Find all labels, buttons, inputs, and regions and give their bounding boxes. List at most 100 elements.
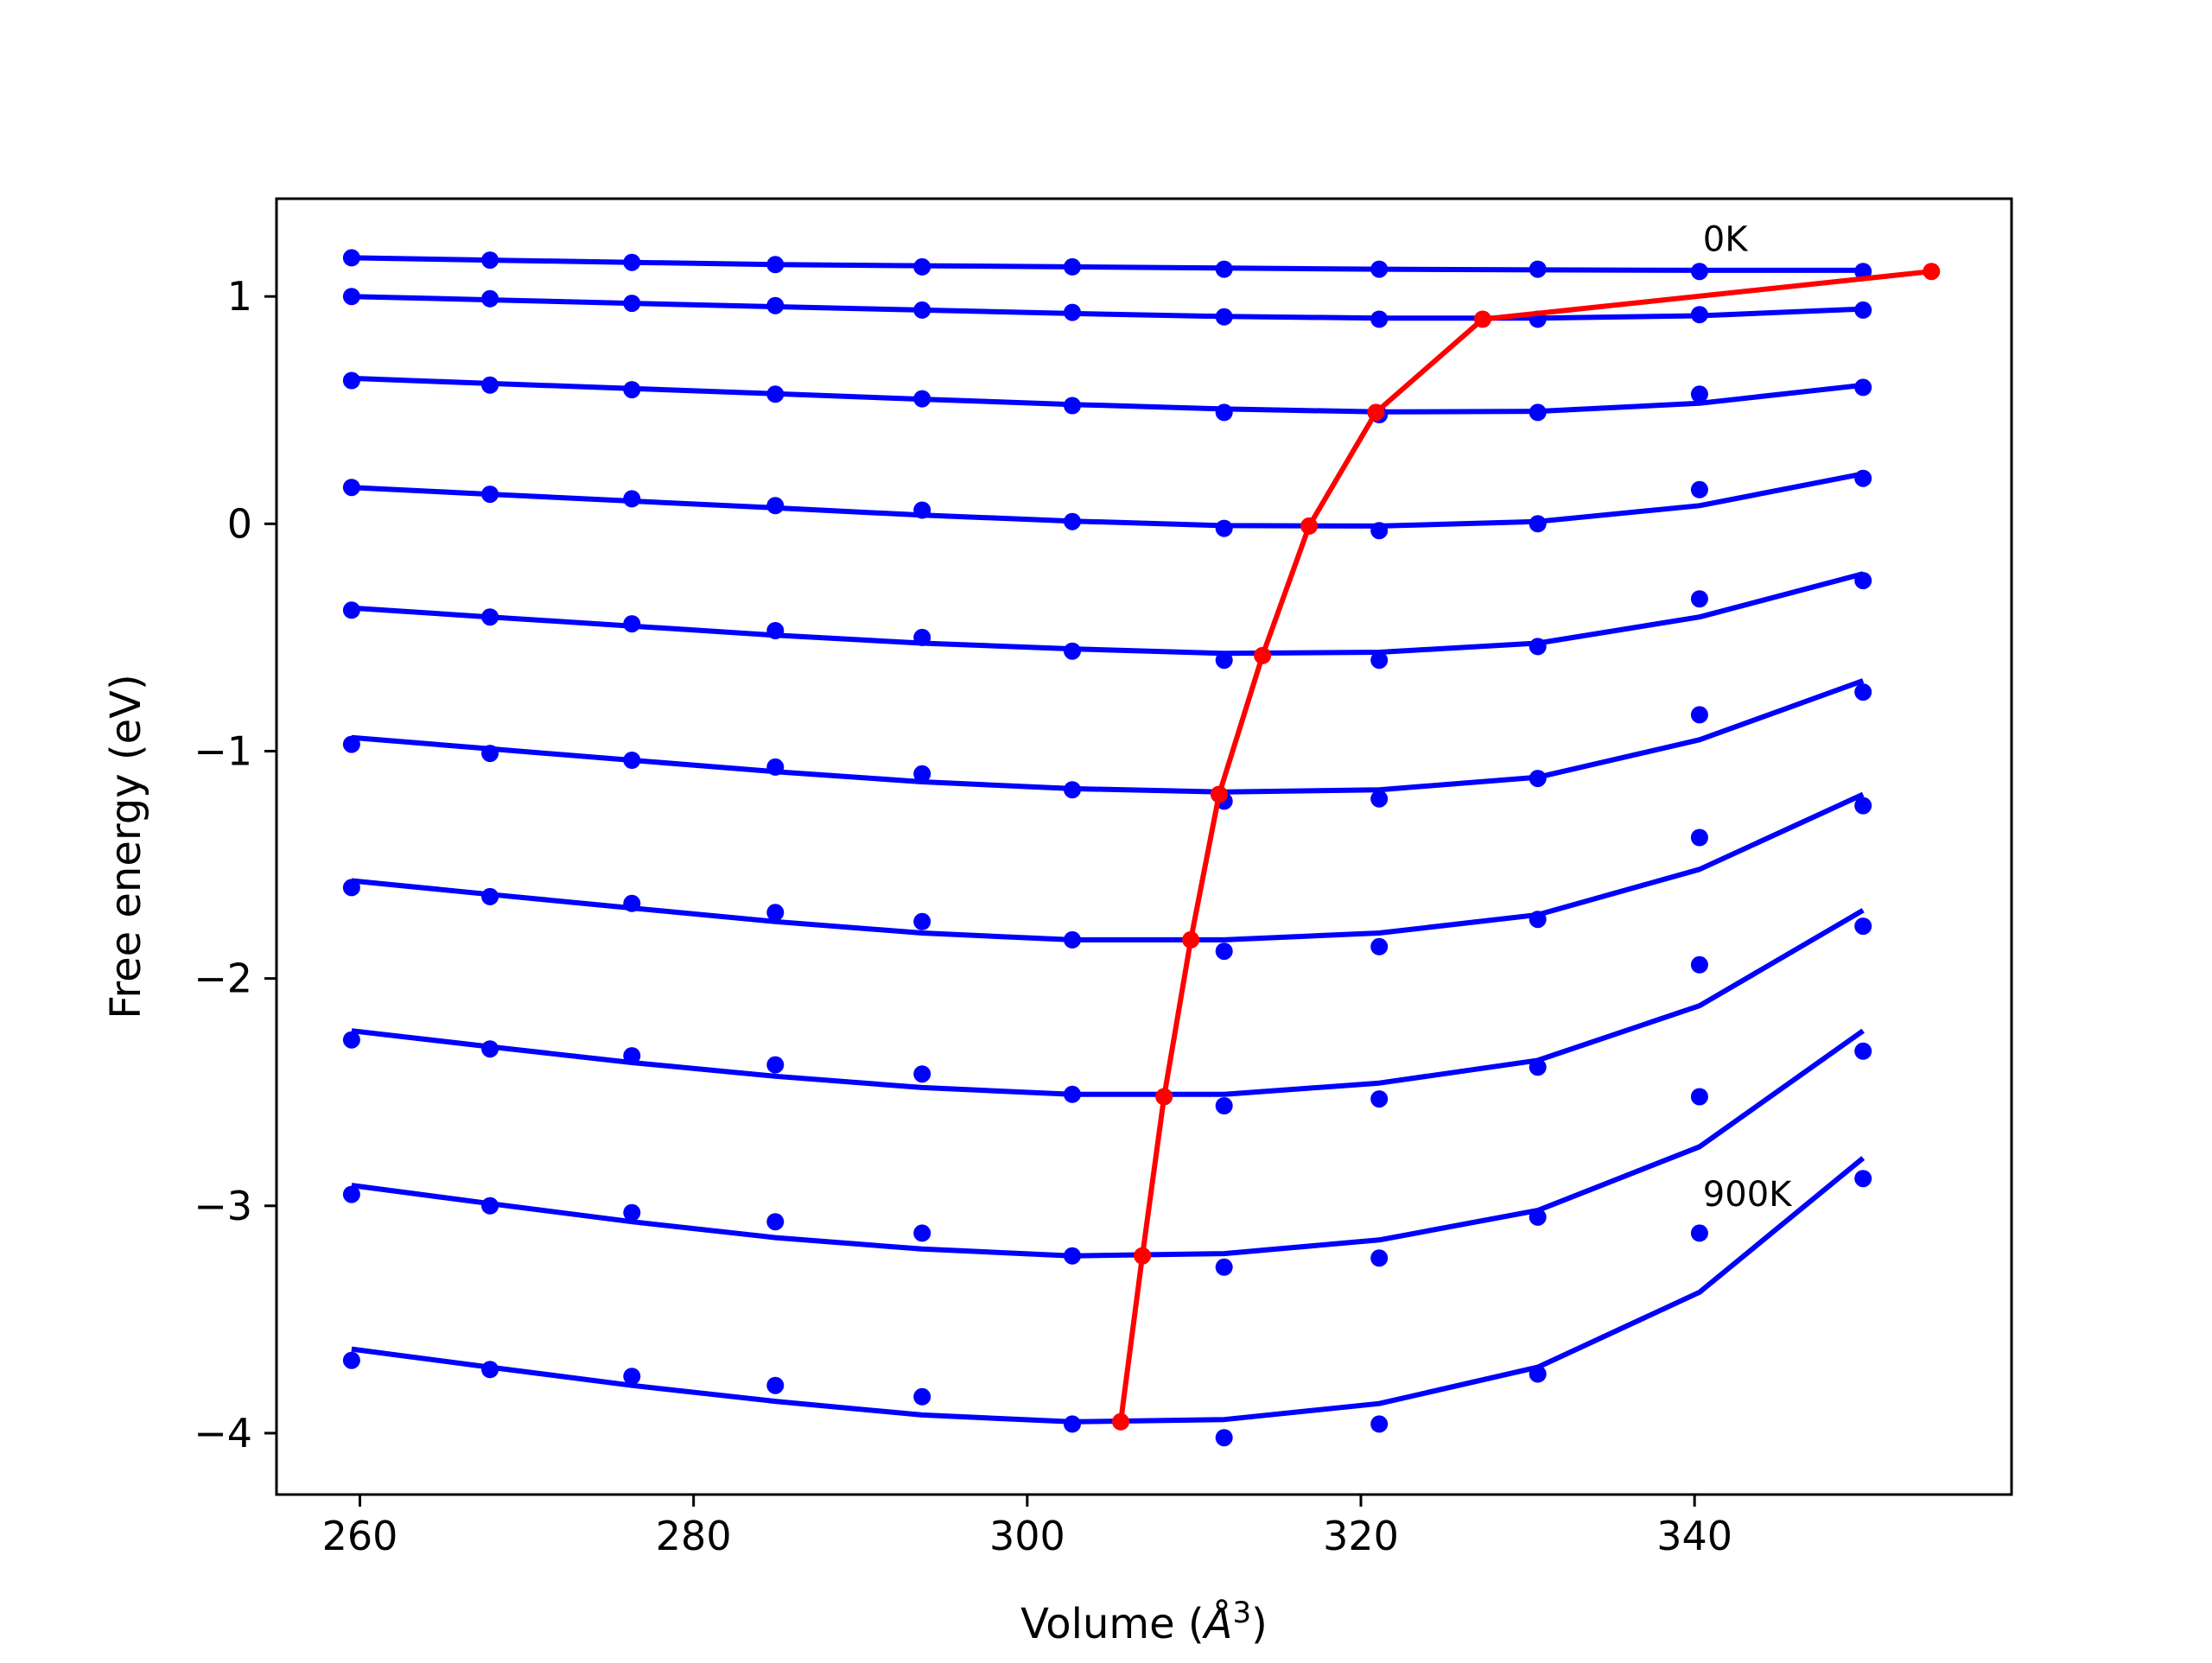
x-axis-label: Volume (Å3) bbox=[1020, 1596, 1268, 1648]
data-point bbox=[1690, 385, 1708, 403]
x-tick-label: 340 bbox=[1656, 1513, 1732, 1559]
data-point bbox=[1215, 519, 1233, 537]
plot-frame bbox=[275, 197, 2013, 1496]
data-point bbox=[1215, 1258, 1233, 1276]
data-point bbox=[623, 1047, 641, 1065]
data-point bbox=[1854, 683, 1872, 701]
data-point bbox=[623, 615, 641, 633]
data-point bbox=[1690, 1088, 1708, 1106]
data-point bbox=[1370, 260, 1389, 278]
y-tick-label: −2 bbox=[194, 955, 252, 1002]
data-point bbox=[481, 745, 499, 763]
data-point bbox=[766, 1056, 785, 1074]
data-point bbox=[1529, 1208, 1547, 1226]
annotation-label: 0K bbox=[1703, 220, 1749, 260]
data-point bbox=[1370, 522, 1389, 540]
data-point bbox=[913, 1224, 931, 1242]
data-point bbox=[1529, 403, 1547, 422]
data-point bbox=[623, 490, 641, 508]
data-point bbox=[766, 497, 785, 515]
annotations: 0K 900K bbox=[1703, 220, 1793, 1215]
data-point bbox=[481, 1040, 499, 1058]
y-tick-label: −3 bbox=[194, 1183, 252, 1229]
data-point bbox=[1854, 572, 1872, 590]
data-point bbox=[766, 385, 785, 403]
data-point bbox=[766, 256, 785, 274]
data-point bbox=[1854, 1170, 1872, 1188]
data-point bbox=[1215, 1429, 1233, 1447]
data-point bbox=[1370, 310, 1389, 328]
data-point bbox=[623, 1368, 641, 1386]
data-point bbox=[1064, 303, 1081, 321]
data-point bbox=[1690, 306, 1708, 324]
data-point bbox=[1370, 937, 1389, 955]
data-point bbox=[481, 1196, 499, 1215]
data-point bbox=[1215, 260, 1233, 278]
data-point bbox=[1370, 1415, 1389, 1433]
x-tick-label: 320 bbox=[1323, 1513, 1399, 1559]
data-point bbox=[342, 249, 360, 267]
data-point bbox=[342, 735, 360, 753]
data-point bbox=[913, 390, 931, 408]
data-point bbox=[623, 894, 641, 912]
data-point bbox=[623, 752, 641, 769]
data-point bbox=[481, 376, 499, 394]
equilibrium-point bbox=[1134, 1247, 1152, 1265]
data-point bbox=[342, 1031, 360, 1049]
equilibrium-point bbox=[1367, 403, 1385, 422]
data-point bbox=[1370, 1090, 1389, 1108]
equilibrium-point bbox=[1923, 263, 1941, 281]
data-point bbox=[1064, 642, 1081, 660]
equilibrium-series bbox=[1112, 263, 1941, 1431]
data-point bbox=[1529, 1058, 1547, 1076]
data-point bbox=[913, 301, 931, 319]
data-point bbox=[623, 381, 641, 399]
data-point bbox=[1215, 943, 1233, 961]
data-point bbox=[342, 479, 360, 497]
data-point bbox=[342, 288, 360, 306]
data-point bbox=[1370, 790, 1389, 808]
equilibrium-point bbox=[1112, 1412, 1129, 1431]
data-point bbox=[481, 608, 499, 626]
data-point bbox=[1690, 480, 1708, 498]
data-point bbox=[766, 622, 785, 639]
data-point bbox=[1215, 403, 1233, 422]
equilibrium-point bbox=[1155, 1088, 1173, 1106]
data-point bbox=[342, 1185, 360, 1203]
data-point bbox=[342, 371, 360, 390]
data-point bbox=[1529, 260, 1547, 278]
data-point bbox=[1215, 651, 1233, 670]
data-point bbox=[1690, 955, 1708, 974]
data-point bbox=[1064, 1415, 1081, 1433]
data-point bbox=[913, 501, 931, 519]
data-point bbox=[1370, 1249, 1389, 1267]
data-point bbox=[766, 296, 785, 314]
data-point bbox=[1690, 828, 1708, 847]
data-point bbox=[913, 912, 931, 930]
data-point bbox=[913, 257, 931, 276]
data-point bbox=[1529, 911, 1547, 929]
data-point bbox=[1854, 301, 1872, 319]
data-point bbox=[481, 486, 499, 504]
axis-ticks: 260 280 300 320 340 −4 −3 −2 −1 0 1 bbox=[194, 273, 1732, 1559]
data-point bbox=[623, 295, 641, 313]
y-tick-label: 0 bbox=[227, 500, 252, 547]
data-point bbox=[1215, 308, 1233, 326]
data-point bbox=[1064, 781, 1081, 799]
data-point bbox=[481, 887, 499, 905]
equilibrium-point bbox=[1254, 646, 1272, 664]
data-point bbox=[1215, 1097, 1233, 1114]
data-point bbox=[913, 765, 931, 783]
data-point bbox=[913, 1387, 931, 1406]
equilibrium-line bbox=[1118, 269, 1932, 1423]
data-point bbox=[1854, 1042, 1872, 1060]
data-point bbox=[623, 1203, 641, 1222]
data-point bbox=[342, 601, 360, 619]
data-point bbox=[766, 904, 785, 922]
data-point bbox=[1064, 397, 1081, 415]
data-point bbox=[342, 1351, 360, 1369]
data-point bbox=[1064, 1085, 1081, 1103]
data-point bbox=[1064, 930, 1081, 949]
